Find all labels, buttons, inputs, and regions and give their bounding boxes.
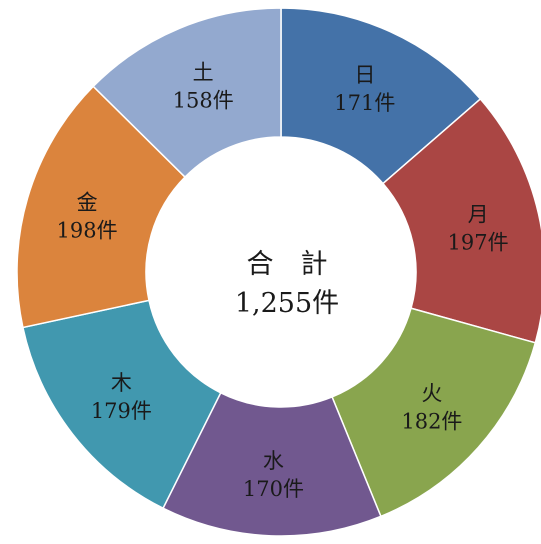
slice-value-label: 197件 (448, 231, 509, 255)
slice-category-label: 木 (111, 371, 132, 395)
slice-category-label: 土 (193, 61, 214, 85)
slice-category-label: 月 (468, 203, 489, 227)
slice-value-label: 171件 (334, 91, 395, 115)
donut-slices (16, 7, 541, 537)
center-title: 合 計 (247, 249, 328, 280)
slice-category-label: 火 (421, 381, 442, 405)
slice-value-label: 179件 (91, 399, 152, 423)
slice-value-label: 182件 (401, 409, 462, 433)
slice-value-label: 198件 (57, 218, 118, 242)
slice-category-label: 金 (77, 190, 98, 214)
center-value: 1,255件 (235, 288, 339, 319)
slice-value-label: 158件 (173, 89, 234, 113)
slice-category-label: 水 (263, 449, 284, 473)
slice-value-label: 170件 (243, 477, 304, 501)
donut-hole (146, 137, 416, 407)
slice-category-label: 日 (354, 63, 375, 87)
